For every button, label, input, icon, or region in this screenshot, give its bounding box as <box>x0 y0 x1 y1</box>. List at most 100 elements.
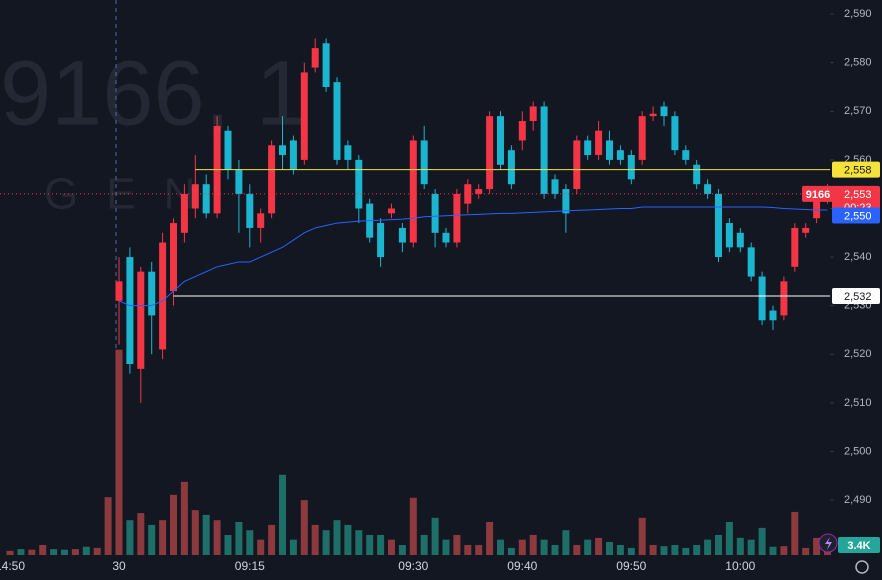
volume-bar <box>518 539 526 555</box>
volume-bar <box>311 524 319 555</box>
y-tick-label: 2,570 <box>844 105 872 117</box>
level-tag-label: 2,532 <box>844 291 872 303</box>
volume-bar <box>213 520 221 555</box>
volume-bar <box>715 534 722 555</box>
volume-bar <box>562 530 570 555</box>
candle-body <box>780 281 788 316</box>
volume-bar <box>71 549 79 555</box>
candle-body <box>562 189 570 214</box>
volume-bar <box>61 549 68 555</box>
volume-bar <box>551 544 559 555</box>
y-tick-label: 2,500 <box>844 445 872 457</box>
volume-bar <box>431 517 439 555</box>
volume-bar <box>93 547 101 555</box>
level-tag <box>832 161 880 178</box>
candle-body <box>431 193 439 233</box>
volume-bar <box>191 510 199 555</box>
candle-body <box>224 130 232 170</box>
volume-bar <box>486 521 494 555</box>
candle-body <box>725 223 733 248</box>
volume-bar <box>725 521 733 555</box>
candle-body <box>715 193 722 258</box>
candle-body <box>268 145 276 214</box>
candle-body <box>507 150 515 185</box>
volume-bar <box>180 481 188 555</box>
candle-body <box>649 113 657 117</box>
y-tick-label: 2,580 <box>844 57 872 69</box>
candle-body <box>442 232 450 243</box>
x-tick-label: 09:50 <box>616 559 646 573</box>
volume-bar <box>704 539 712 555</box>
volume-bar <box>50 549 58 555</box>
volume-bar <box>366 534 374 555</box>
candle-body <box>235 169 243 194</box>
volume-bar <box>28 549 36 555</box>
volume-bar <box>126 520 134 555</box>
x-tick-label: 10:00 <box>725 559 755 573</box>
candle-body <box>464 184 472 204</box>
candle-body <box>660 106 668 117</box>
candle-body <box>671 116 679 151</box>
candle-body <box>148 271 156 316</box>
volume-bar <box>802 547 810 555</box>
volume-bar <box>627 547 635 555</box>
y-tick-label: 2,590 <box>844 8 872 20</box>
volume-bar <box>769 546 777 555</box>
volume-bar <box>497 539 504 555</box>
y-tick-label: 2,520 <box>844 348 872 360</box>
volume-bar <box>137 513 145 555</box>
x-tick-label: 09:40 <box>507 559 537 573</box>
candle-body <box>202 184 210 214</box>
candle-body <box>453 193 461 243</box>
volume-bar <box>475 544 483 555</box>
candle-body <box>606 140 613 160</box>
y-tick-label: 2,510 <box>844 397 872 409</box>
candle-body <box>682 150 690 160</box>
candle-body <box>191 184 199 209</box>
candle-body <box>736 232 744 248</box>
volume-bar <box>573 544 581 555</box>
volume-bar <box>235 521 243 555</box>
candle-body <box>551 179 559 194</box>
candle-body <box>126 257 134 365</box>
volume-bar <box>409 497 417 555</box>
volume-bar <box>224 534 232 555</box>
volume-bar <box>355 530 363 555</box>
x-tick-label: 09:15 <box>235 559 265 573</box>
candle-body <box>300 72 308 160</box>
watermark-name: GEN <box>44 170 223 219</box>
candle-body <box>638 116 646 160</box>
candle-body <box>529 106 537 122</box>
candle-body <box>322 43 330 87</box>
candle-body <box>279 145 286 156</box>
candle-body <box>627 155 635 180</box>
candle-body <box>769 310 777 321</box>
volume-bar <box>246 530 254 555</box>
volume-bar <box>813 537 821 555</box>
volume-bar <box>616 544 624 555</box>
candle-body <box>518 121 526 141</box>
candle-body <box>289 140 297 170</box>
y-tick-label: 2,490 <box>844 494 872 506</box>
vwap-tag-label: 2,550 <box>844 210 872 222</box>
volume-bar <box>606 542 613 555</box>
y-tick-label: 2,540 <box>844 251 872 263</box>
candle-body <box>170 223 177 292</box>
volume-bar <box>39 544 47 555</box>
volume-bar <box>148 524 156 555</box>
candle-body <box>257 213 265 228</box>
candle-body <box>137 271 145 369</box>
settings-icon[interactable] <box>855 560 869 574</box>
volume-bar <box>747 539 755 555</box>
volume-bar <box>300 500 308 555</box>
candle-body <box>497 116 504 165</box>
candle-body <box>398 227 406 243</box>
last-price-label: 2,553 <box>844 189 872 201</box>
alert-bolt <box>825 537 832 550</box>
candle-body <box>573 140 581 190</box>
volume-bar <box>660 546 668 555</box>
watermark-symbol: 9166, 1 <box>0 42 307 144</box>
volume-bar <box>344 524 352 555</box>
volume-bar <box>507 547 515 555</box>
candle-body <box>377 223 385 258</box>
